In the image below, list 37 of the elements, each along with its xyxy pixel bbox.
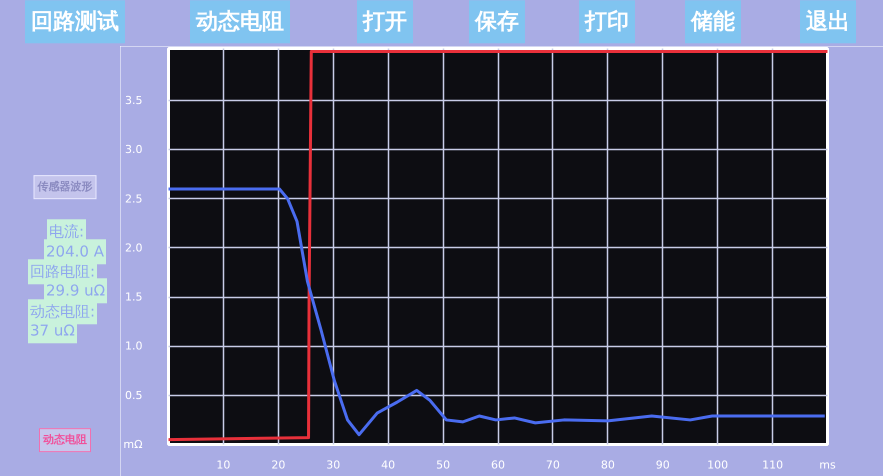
y-tick-label: mΩ bbox=[123, 438, 143, 451]
x-tick-label: 40 bbox=[381, 458, 396, 472]
text: 电流: bbox=[49, 222, 84, 240]
text: 回路测试 bbox=[25, 0, 125, 44]
x-tick-label: 50 bbox=[436, 458, 450, 472]
y-tick-label: 0.5 bbox=[125, 388, 143, 402]
text: 打印 bbox=[579, 0, 635, 44]
x-tick-label: 110 bbox=[762, 458, 784, 472]
x-tick-label: 30 bbox=[326, 458, 340, 472]
y-tick-label: 3.5 bbox=[125, 94, 143, 108]
text: 回路电阻: bbox=[30, 262, 96, 280]
x-tick-label: ms bbox=[819, 458, 836, 472]
y-tick-label: 3.0 bbox=[125, 143, 143, 156]
text: 退出 bbox=[800, 0, 856, 44]
text: 传感器波形 bbox=[34, 175, 96, 199]
x-tick-label: 20 bbox=[271, 458, 286, 472]
text: 储能 bbox=[685, 0, 741, 44]
x-tick-label: 100 bbox=[707, 458, 728, 472]
x-tick-label: 70 bbox=[546, 458, 560, 472]
x-tick-label: 10 bbox=[216, 458, 230, 472]
x-tick-label: 60 bbox=[491, 458, 505, 472]
x-tick-label: 90 bbox=[656, 458, 670, 472]
line-series bbox=[168, 50, 828, 442]
text: 动态电阻 bbox=[190, 0, 290, 44]
text: 37 uΩ bbox=[30, 321, 75, 340]
text: 打开 bbox=[357, 0, 413, 44]
text: 29.9 uΩ bbox=[46, 281, 106, 300]
y-tick-label: 1.5 bbox=[125, 290, 143, 304]
y-tick-label: 2.0 bbox=[125, 241, 143, 254]
x-tick-label: 80 bbox=[600, 458, 615, 472]
y-tick-label: 2.5 bbox=[125, 192, 143, 206]
y-tick-label: 1.0 bbox=[125, 340, 143, 353]
text: 动态电阻 bbox=[39, 428, 91, 452]
text: 204.0 A bbox=[46, 242, 104, 260]
text: 动态电阻: bbox=[30, 302, 96, 320]
line-series bbox=[168, 188, 826, 436]
text: 保存 bbox=[469, 0, 525, 44]
